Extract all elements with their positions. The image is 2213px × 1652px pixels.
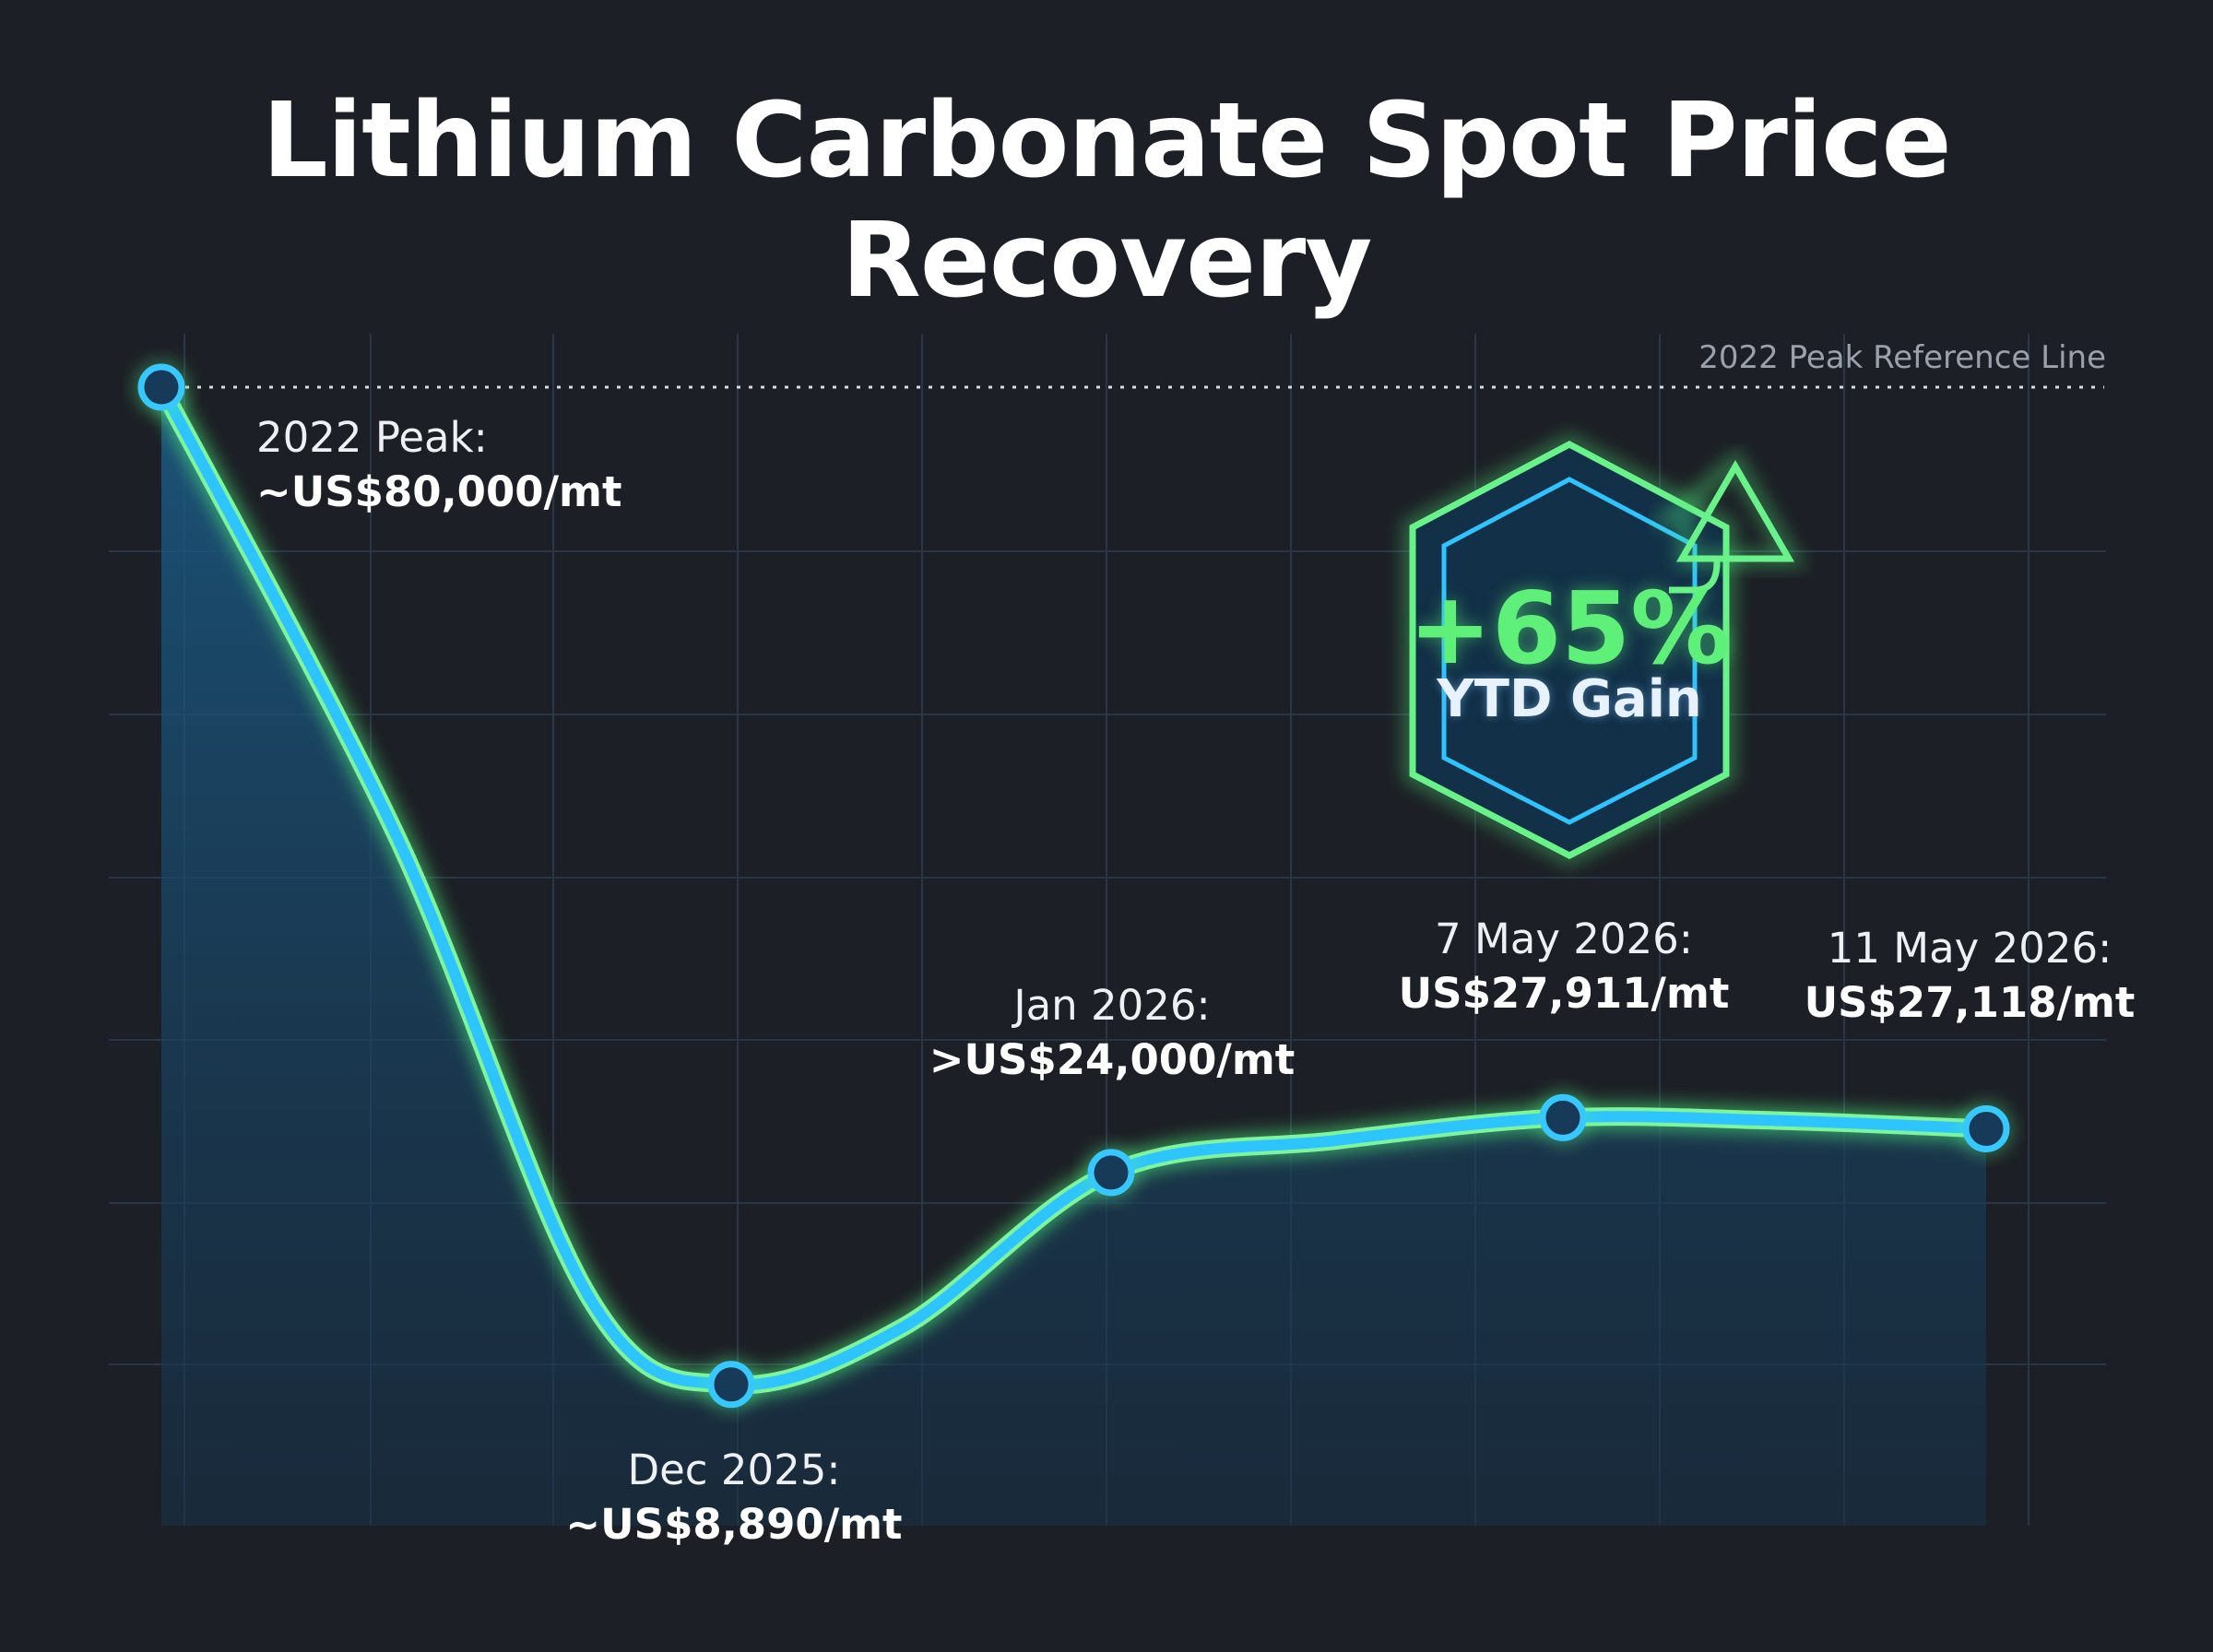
annotation-value: >US$24,000/mt <box>929 1034 1296 1084</box>
badge-hexagon <box>1402 432 1736 867</box>
reference-line-label: 2022 Peak Reference Line <box>1698 339 2106 376</box>
up-arrow-icon <box>1647 448 1807 594</box>
series-line <box>156 384 1987 1391</box>
annotation-11-may-2026: 11 May 2026: US$27,118/mt <box>1805 922 2136 1030</box>
ytd-gain-label: YTD Gain <box>1437 669 1702 729</box>
annotation-2022-peak: 2022 Peak: ~US$80,000/mt <box>256 411 621 519</box>
data-point-1 <box>707 1361 755 1409</box>
chart-title: Lithium Carbonate Spot Price Recovery <box>262 81 1951 321</box>
annotation-date: 7 May 2026: <box>1435 914 1693 963</box>
annotation-date: Jan 2026: <box>1013 981 1211 1030</box>
data-point-3 <box>1539 1093 1587 1141</box>
annotation-value: ~US$80,000/mt <box>256 466 622 516</box>
annotation-value: US$27,911/mt <box>1398 968 1730 1018</box>
annotation-value: ~US$8,890/mt <box>565 1499 903 1549</box>
ytd-gain-value: +65% <box>1408 572 1731 687</box>
area-fill <box>161 387 1986 1526</box>
data-point-0 <box>137 363 185 411</box>
annotation-date: 11 May 2026: <box>1827 924 2112 973</box>
annotation-date: Dec 2025: <box>627 1446 841 1494</box>
annotation-jan-2026: Jan 2026: >US$24,000/mt <box>929 979 1295 1087</box>
annotation-7-may-2026: 7 May 2026: US$27,911/mt <box>1399 913 1730 1021</box>
data-point-4 <box>1962 1104 2010 1152</box>
annotation-date: 2022 Peak: <box>256 413 488 462</box>
annotation-value: US$27,118/mt <box>1804 977 2136 1027</box>
data-markers <box>134 360 2014 1412</box>
data-point-2 <box>1087 1149 1135 1197</box>
annotation-dec-2025: Dec 2025: ~US$8,890/mt <box>565 1444 902 1552</box>
